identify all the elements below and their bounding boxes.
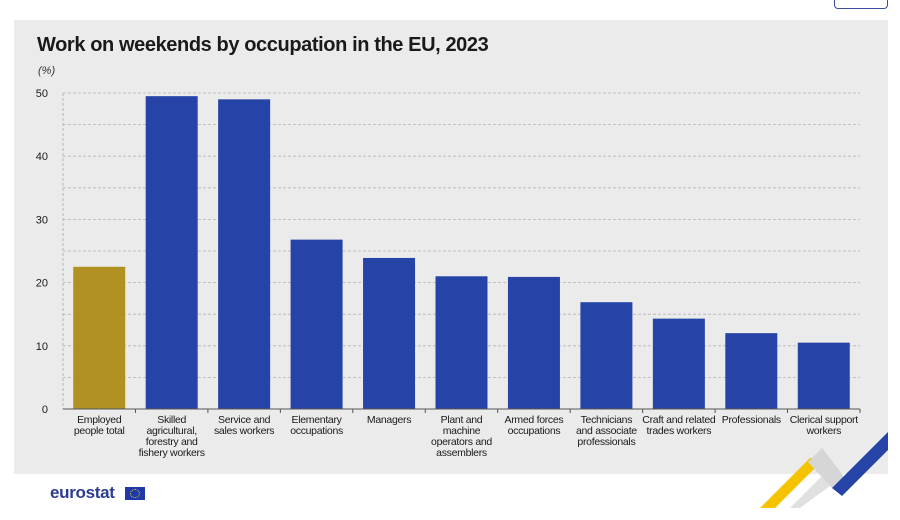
decorative-corner-graphic: [760, 432, 888, 508]
bar-3: [218, 99, 271, 409]
x-tick-label: Service and sales workers: [200, 415, 288, 437]
eu-flag-icon: [125, 487, 145, 500]
x-tick-label: Skilled agricultural, forestry and fishery …: [128, 415, 216, 459]
x-tick-label-line: occupations: [290, 425, 343, 437]
x-tick-label-line: Skilled: [157, 414, 187, 426]
x-tick-label-line: forestry and: [145, 436, 198, 448]
x-tick-label-line: Clerical support: [789, 414, 858, 426]
x-tick-label-line: people total: [73, 425, 125, 437]
x-tick-label-line: Professionals: [721, 414, 781, 426]
x-tick-label: Plant and machine operators and assemblers: [418, 415, 506, 459]
x-tick-label-line: assemblers: [436, 447, 487, 459]
x-tick-label-line: and associate: [575, 425, 637, 437]
y-tick-label: 10: [36, 341, 48, 353]
eurostat-logo: eurostat: [50, 483, 115, 502]
x-tick-label-line: professionals: [577, 436, 636, 448]
x-tick-label-line: occupations: [507, 425, 561, 437]
x-tick-label-line: trades workers: [646, 425, 712, 437]
y-tick-label: 40: [36, 151, 48, 163]
x-tick-label: Managers: [345, 415, 433, 426]
x-tick-label-line: workers: [806, 425, 842, 437]
bar-11: [797, 342, 850, 409]
y-tick-label: 50: [36, 88, 48, 100]
x-tick-label: Armed forces occupations: [490, 415, 578, 437]
corner-button[interactable]: [834, 0, 888, 9]
x-tick-label-line: Craft and related: [642, 414, 716, 426]
x-tick-label-line: Managers: [366, 414, 412, 426]
bar-10: [725, 333, 778, 409]
bar-1: [73, 266, 126, 409]
bar-8: [580, 302, 633, 409]
x-tick-label: Professionals: [707, 415, 795, 426]
x-tick-label-line: sales workers: [213, 425, 275, 437]
x-tick-label-line: Armed forces: [504, 414, 564, 426]
x-tick-label-line: agricultural,: [146, 425, 197, 437]
x-tick-label: Craft and related trades workers: [635, 415, 723, 437]
x-tick-label-line: Technicians: [580, 414, 633, 426]
x-tick-label-line: fishery workers: [138, 447, 205, 459]
x-tick-label-line: Employed: [77, 414, 122, 426]
y-unit-label: (%): [38, 65, 56, 77]
bar-4: [290, 239, 343, 409]
bar-7: [507, 276, 560, 409]
x-tick-label-line: operators and: [431, 436, 492, 448]
y-tick-label: 20: [36, 278, 48, 290]
x-tick-label: Elementary occupations: [273, 415, 361, 437]
y-tick-label: 0: [42, 404, 48, 416]
x-tick-label-line: Elementary: [291, 414, 342, 426]
bar-2: [145, 96, 198, 409]
x-tick-label-line: Plant and: [440, 414, 483, 426]
x-tick-label: Clerical support workers: [780, 415, 868, 437]
bar-9: [652, 318, 705, 409]
x-tick-label-line: Service and: [218, 414, 271, 426]
x-tick-label: Employed people total: [55, 415, 143, 437]
x-tick-label-line: machine: [442, 425, 481, 437]
y-tick-label: 30: [36, 214, 48, 226]
x-tick-label: Technicians and associate professionals: [562, 415, 650, 448]
bar-6: [435, 276, 488, 409]
bar-5: [363, 257, 416, 409]
chart-title: Work on weekends by occupation in the EU…: [37, 34, 489, 56]
